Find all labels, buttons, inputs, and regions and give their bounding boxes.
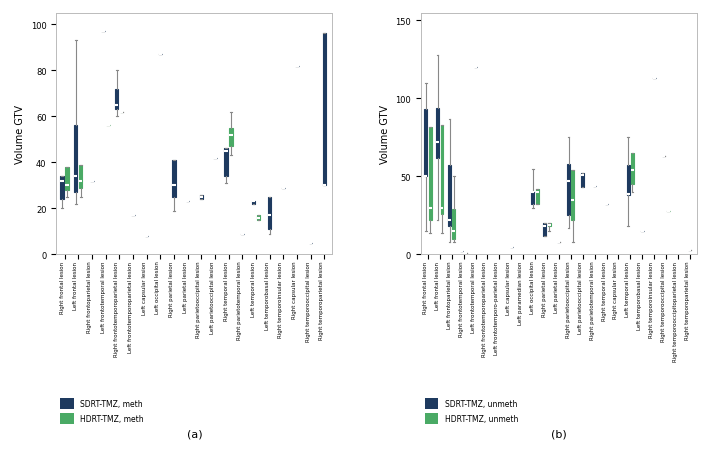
PathPatch shape (115, 90, 118, 110)
PathPatch shape (631, 154, 634, 185)
PathPatch shape (582, 174, 584, 188)
PathPatch shape (567, 165, 570, 216)
PathPatch shape (536, 189, 539, 205)
PathPatch shape (436, 109, 439, 158)
PathPatch shape (199, 195, 203, 200)
PathPatch shape (572, 171, 574, 221)
PathPatch shape (627, 166, 629, 196)
PathPatch shape (172, 161, 175, 197)
PathPatch shape (448, 166, 451, 227)
PathPatch shape (425, 110, 427, 177)
Y-axis label: Volume GTV: Volume GTV (379, 105, 390, 164)
PathPatch shape (543, 224, 546, 236)
Y-axis label: Volume GTV: Volume GTV (15, 105, 25, 164)
PathPatch shape (441, 126, 444, 214)
PathPatch shape (230, 128, 233, 147)
PathPatch shape (453, 210, 455, 239)
PathPatch shape (61, 177, 64, 200)
PathPatch shape (532, 192, 534, 205)
PathPatch shape (257, 216, 260, 220)
Legend: SDRT-TMZ, meth, HDRT-TMZ, meth: SDRT-TMZ, meth, HDRT-TMZ, meth (60, 399, 144, 424)
PathPatch shape (74, 126, 77, 193)
PathPatch shape (429, 127, 432, 221)
PathPatch shape (225, 149, 228, 177)
PathPatch shape (252, 202, 255, 204)
PathPatch shape (322, 34, 326, 186)
Text: (a): (a) (187, 429, 202, 439)
PathPatch shape (548, 224, 551, 227)
PathPatch shape (79, 165, 82, 188)
Legend: SDRT-TMZ, unmeth, HDRT-TMZ, unmeth: SDRT-TMZ, unmeth, HDRT-TMZ, unmeth (425, 399, 518, 424)
PathPatch shape (65, 167, 69, 191)
Text: (b): (b) (551, 429, 567, 439)
PathPatch shape (268, 197, 271, 229)
